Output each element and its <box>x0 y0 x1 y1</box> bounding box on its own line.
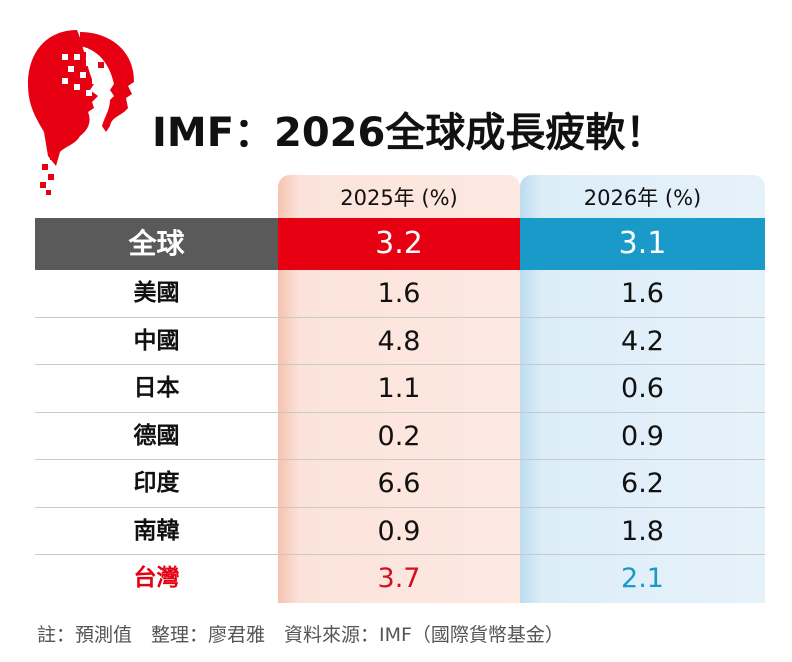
country-table: 美國 1.6 1.6 中國 4.8 4.2 日本 1.1 0.6 德國 0.2 0.9 印度 6.6 6.2… <box>35 270 765 603</box>
value-2025: 0.9 <box>377 515 421 547</box>
value-2025: 4.8 <box>377 325 421 357</box>
value-2026: 0.9 <box>621 420 664 452</box>
page-title: IMF：2026全球成長疲軟！ <box>152 110 666 156</box>
global-row: 全球 3.2 3.1 <box>35 218 765 270</box>
row-label: 美國 <box>133 280 180 306</box>
value-2025: 3.2 <box>278 218 520 270</box>
row-label: 南韓 <box>133 517 180 544</box>
value-2026: 2.1 <box>621 563 664 594</box>
table-row: 台灣 3.7 2.1 <box>35 555 765 603</box>
value-2026: 0.6 <box>621 373 664 404</box>
head-logo-icon <box>28 30 134 195</box>
row-label: 德國 <box>133 422 180 449</box>
table-row: 印度 6.6 6.2 <box>35 460 765 508</box>
column-header-2026: 2026年 (%) <box>583 186 702 210</box>
value-2026: 1.6 <box>621 278 664 309</box>
table-row: 美國 1.6 1.6 <box>35 270 765 318</box>
value-2026: 1.8 <box>621 515 664 547</box>
table-row: 德國 0.2 0.9 <box>35 413 765 460</box>
row-label: 印度 <box>133 470 180 496</box>
value-2026: 3.1 <box>520 218 765 270</box>
value-2025: 1.1 <box>377 373 421 404</box>
value-2026: 4.2 <box>621 325 664 357</box>
table-row: 日本 1.1 0.6 <box>35 365 765 413</box>
value-2025: 6.6 <box>377 468 421 499</box>
value-2025: 3.7 <box>377 563 421 594</box>
table-row: 中國 4.8 4.2 <box>35 318 765 365</box>
value-2025: 0.2 <box>377 420 421 452</box>
column-header-2025: 2025年 (%) <box>340 186 458 210</box>
row-label: 全球 <box>35 218 278 270</box>
footnote: 註：預測值 整理：廖君雅 資料來源：IMF（國際貨幣基金） <box>37 624 564 646</box>
value-2025: 1.6 <box>377 278 421 309</box>
row-label: 中國 <box>133 327 180 354</box>
row-label: 日本 <box>133 375 180 401</box>
table-row: 南韓 0.9 1.8 <box>35 508 765 555</box>
value-2026: 6.2 <box>621 468 664 499</box>
row-label: 台灣 <box>133 565 180 591</box>
